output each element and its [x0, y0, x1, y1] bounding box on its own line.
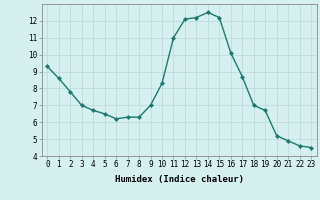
- X-axis label: Humidex (Indice chaleur): Humidex (Indice chaleur): [115, 175, 244, 184]
